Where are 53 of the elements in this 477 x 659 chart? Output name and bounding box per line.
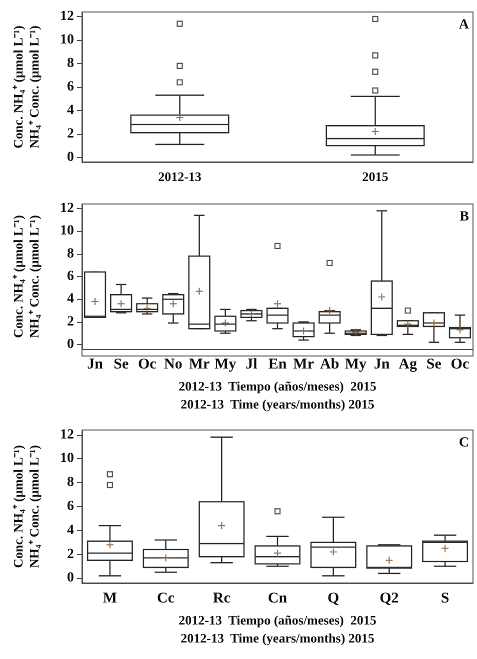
y-tick-label: 0 (67, 337, 74, 352)
y-tick-label: 12 (60, 9, 74, 24)
x-tick-label: Mr (293, 356, 314, 373)
x-tick-label: Cn (268, 590, 288, 606)
y-tick-label: 8 (67, 246, 74, 262)
y-tick-label: 0 (67, 150, 74, 165)
x-tick-label: Rc (212, 590, 231, 606)
x-tick-label: My (214, 356, 237, 373)
x-tick-label: Jl (246, 356, 258, 373)
y-tick-label: 0 (67, 570, 74, 586)
x-tick-label: Oc (138, 356, 157, 373)
y-tick-label: 10 (60, 32, 74, 48)
y-tick-label: 6 (67, 269, 74, 284)
x-tick-label: My (344, 356, 368, 373)
y-tick-label: 12 (60, 427, 74, 442)
x-axis-title: 2012-13 Tiempo (años/meses) 2015 2012-13 Time (years/months) 2015 (178, 612, 377, 646)
x-tick-label: Ag (398, 356, 418, 373)
x-tick-label: Oc (450, 356, 470, 373)
y-axis-title: Conc. NH₄⁺ (µmol L⁻¹) NH₄⁺ Conc. (µmol L⁻¹) (10, 445, 42, 568)
y-tick-label: 10 (60, 451, 74, 466)
y-tick-label: 4 (67, 102, 74, 118)
y-tick-label: 4 (67, 522, 74, 538)
x-tick-label: Cc (157, 590, 175, 606)
y-tick-label: 6 (67, 499, 74, 514)
x-tick-label: Q (328, 590, 340, 606)
x-tick-label: 2015 (362, 169, 389, 184)
annotation: B (460, 210, 470, 224)
y-axis-title: Conc. NH₄⁺ (µmol L⁻¹) NH₄⁺ Conc. (µmol L⁻¹) (10, 26, 42, 148)
x-tick-label: S (440, 590, 450, 606)
y-tick-label: 10 (60, 224, 74, 239)
y-tick-label: 12 (60, 201, 74, 216)
x-tick-label: Jn (374, 356, 390, 373)
x-tick-label: Jn (87, 356, 104, 373)
x-tick-label: En (268, 356, 288, 373)
x-tick-label: Se (114, 356, 129, 373)
annotation: A (458, 18, 470, 32)
y-axis-title: Conc. NH₄⁺ (µmol L⁻¹) NH₄⁺ Conc. (µmol L⁻¹) (10, 215, 42, 338)
y-tick-label: 8 (67, 475, 74, 490)
y-tick-label: 6 (67, 80, 74, 94)
y-tick-label: 2 (67, 126, 74, 142)
x-tick-label: Q2 (380, 590, 399, 606)
x-axis-title: 2012-13 Tiempo (años/meses) 2015 2012-13 Time (years/months) 2015 (178, 378, 377, 412)
x-tick-label: Ab (320, 356, 340, 373)
x-tick-label: M (102, 590, 118, 606)
x-tick-label: Se (426, 356, 442, 373)
x-tick-label: Mr (188, 356, 210, 373)
y-tick-label: 2 (67, 546, 74, 562)
x-tick-label: 2012-13 (158, 169, 202, 184)
y-tick-label: 8 (67, 56, 74, 72)
annotation: C (458, 436, 470, 450)
y-tick-label: 4 (67, 292, 74, 307)
x-tick-label: No (164, 356, 182, 373)
y-tick-label: 2 (67, 314, 74, 330)
